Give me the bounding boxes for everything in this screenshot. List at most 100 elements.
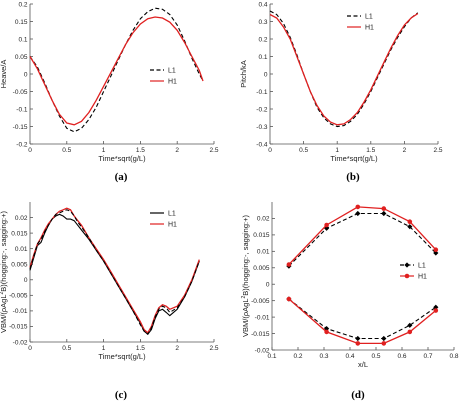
y-tick-label: 0.2 <box>258 36 267 43</box>
y-tick-label: -0.4 <box>256 141 268 148</box>
data-point-H1 <box>286 262 292 267</box>
y-tick-label: -0.02 <box>13 339 28 346</box>
y-tick-label: 0.05 <box>15 54 28 61</box>
x-tick-label: 0.2 <box>293 353 302 360</box>
x-tick-label: 0.6 <box>397 353 406 360</box>
y-axis-label: VBM/(ρAgL2B)(hogging:-, sagging:+) <box>0 211 8 333</box>
y-tick-label: -0.3 <box>256 124 268 131</box>
y-tick-label: -0.015 <box>251 331 270 338</box>
x-axis-label: Time*sqrt(g/L) <box>98 154 146 163</box>
series-line-L1 <box>29 7 204 133</box>
y-tick-label: -0.02 <box>255 347 270 354</box>
panel-a: 0 0.5 1 1.5 2 2.5 -0.2 -0.15 -0.1 -0.05 0 0.05 0.1 0.… <box>0 1 219 183</box>
data-point-H1 <box>324 222 329 228</box>
series-line-H1 <box>288 206 437 265</box>
data-point-L1 <box>381 335 387 342</box>
y-tick-label: 0.2 <box>18 1 27 8</box>
data-point-H1 <box>407 329 413 335</box>
data-point-L1 <box>407 322 413 328</box>
data-point-H1 <box>355 204 361 210</box>
y-tick-label: -0.005 <box>9 293 28 300</box>
y-axis-label: Heave/A <box>0 60 8 89</box>
x-tick-label: 2.5 <box>209 147 218 154</box>
x-tick-label: 0.5 <box>62 345 71 352</box>
y-tick-label: 0.3 <box>258 19 267 26</box>
y-tick-label: 0.01 <box>15 246 28 253</box>
data-point-L1 <box>381 210 387 217</box>
x-axis-label: Time*sqrt(g/L) <box>98 352 146 361</box>
x-tick-label: 0 <box>28 345 32 352</box>
x-tick-label: 2 <box>175 147 179 154</box>
y-tick-label: -0.01 <box>255 314 270 321</box>
y-tick-label: 0.4 <box>258 1 267 8</box>
legend-label-H1: H1 <box>365 25 374 32</box>
x-tick-label: 2 <box>175 345 179 352</box>
x-tick-label: 1 <box>335 147 339 154</box>
y-tick-label: 0 <box>264 71 268 78</box>
legend: L1 H1 <box>150 68 177 86</box>
data-point-H1 <box>286 296 292 302</box>
legend-label-L1: L1 <box>168 68 176 75</box>
panel-caption-b: (b) <box>346 171 360 183</box>
data-point-H1 <box>324 329 329 335</box>
x-tick-label: 1 <box>102 345 106 352</box>
y-tick-label: 0 <box>266 282 270 289</box>
y-tick-label: -0.01 <box>13 308 28 315</box>
y-tick-label: -0.005 <box>251 298 270 305</box>
panel-caption-d: (d) <box>351 389 365 401</box>
legend-label-H1: H1 <box>418 274 427 281</box>
x-tick-label: 1.5 <box>136 345 145 352</box>
y-tick-label: 0.1 <box>18 36 27 43</box>
x-axis-label: x/L <box>358 360 368 369</box>
y-tick-label: -0.1 <box>16 106 28 113</box>
data-point-L1 <box>433 304 439 310</box>
data-point-L1 <box>407 224 413 230</box>
y-tick-label: 0.1 <box>258 54 267 61</box>
panel-b: 0 0.5 1 1.5 2 2.5 -0.4 -0.3 -0.2 -0.1 0 0.1 0.2 0.3 0.… <box>239 1 443 183</box>
x-tick-label: 0.3 <box>319 353 328 360</box>
data-point-L1 <box>324 225 330 231</box>
series-line-H1 <box>269 13 419 126</box>
x-tick-label: 0 <box>268 147 272 154</box>
x-tick-label: 2 <box>403 147 407 154</box>
legend-label-L1: L1 <box>418 263 426 270</box>
panel-c: 0 0.5 1 1.5 2 2.5 -0.02 -0.015 -0.01 -0.005 0 0.005… <box>0 202 219 401</box>
y-tick-label: 0.01 <box>257 249 270 256</box>
legend: L1 H1 <box>347 14 374 32</box>
legend: L1 H1 <box>400 262 427 281</box>
y-tick-label: -0.015 <box>9 324 28 331</box>
panel-d: 0.1 0.2 0.3 0.4 0.5 0.6 0.7 0.8 -0.02 -0.015 -0.01… <box>241 202 459 401</box>
legend: L1 H1 <box>150 211 177 229</box>
y-tick-label: -0.2 <box>16 141 28 148</box>
legend-label-H1: H1 <box>168 79 177 86</box>
legend-label-L1: L1 <box>365 14 373 21</box>
y-tick-label: -0.05 <box>13 89 28 96</box>
y-tick-label: 0.015 <box>253 232 270 239</box>
x-tick-label: 0.8 <box>449 353 458 360</box>
y-tick-label: -0.1 <box>256 89 268 96</box>
x-tick-label: 0.5 <box>299 147 308 154</box>
x-tick-label: 1.5 <box>366 147 375 154</box>
legend-marker-H1 <box>404 273 410 279</box>
data-point-H1 <box>355 341 361 346</box>
y-tick-label: 0.02 <box>257 216 270 223</box>
series-line-H1 <box>288 298 437 345</box>
data-point-L1 <box>355 335 361 342</box>
y-axis-label: VBM/(ρAgL2B)(hogging:-, sagging:+) <box>241 215 250 337</box>
data-point-H1 <box>381 206 387 211</box>
series-line-H1 <box>29 16 204 126</box>
x-tick-label: 0 <box>28 147 32 154</box>
legend-label-H1: H1 <box>168 222 177 229</box>
series-line-L1 <box>29 209 200 336</box>
y-tick-label: 0.005 <box>11 262 28 269</box>
y-tick-label: 0.02 <box>15 215 28 222</box>
data-point-H1 <box>433 308 439 313</box>
y-tick-label: 0.015 <box>11 230 28 237</box>
x-tick-label: 1 <box>102 147 106 154</box>
x-tick-label: 0.1 <box>267 353 276 360</box>
x-tick-label: 2.5 <box>433 147 442 154</box>
series-line-L1 <box>288 298 437 340</box>
y-tick-label: -0.2 <box>256 106 268 113</box>
